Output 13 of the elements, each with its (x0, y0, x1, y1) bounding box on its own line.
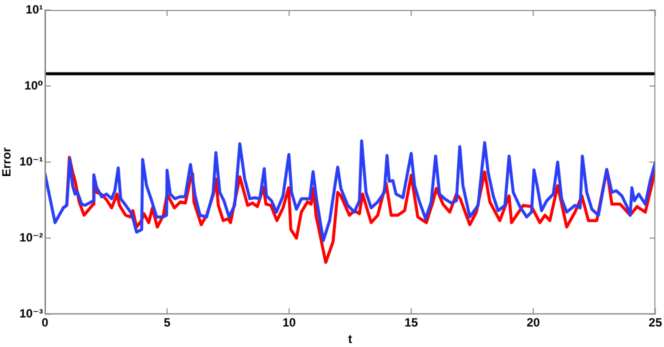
x-tick-label: 5 (164, 316, 171, 330)
y-tick-label: 10¹ (26, 2, 44, 16)
y-tick-label: 10⁻¹ (19, 154, 43, 168)
x-tick-label: 15 (404, 316, 418, 330)
y-tick-label: 10⁻² (19, 230, 43, 244)
x-tick-label: 0 (42, 316, 49, 330)
x-tick-label: 25 (648, 316, 662, 330)
x-tick-label: 10 (282, 316, 296, 330)
y-tick-label: 10⁰ (24, 78, 43, 92)
y-tick-label: 10⁻³ (19, 306, 43, 321)
x-tick-label: 20 (526, 316, 540, 330)
y-axis-title: Error (0, 147, 14, 177)
x-axis-title: t (348, 332, 352, 346)
